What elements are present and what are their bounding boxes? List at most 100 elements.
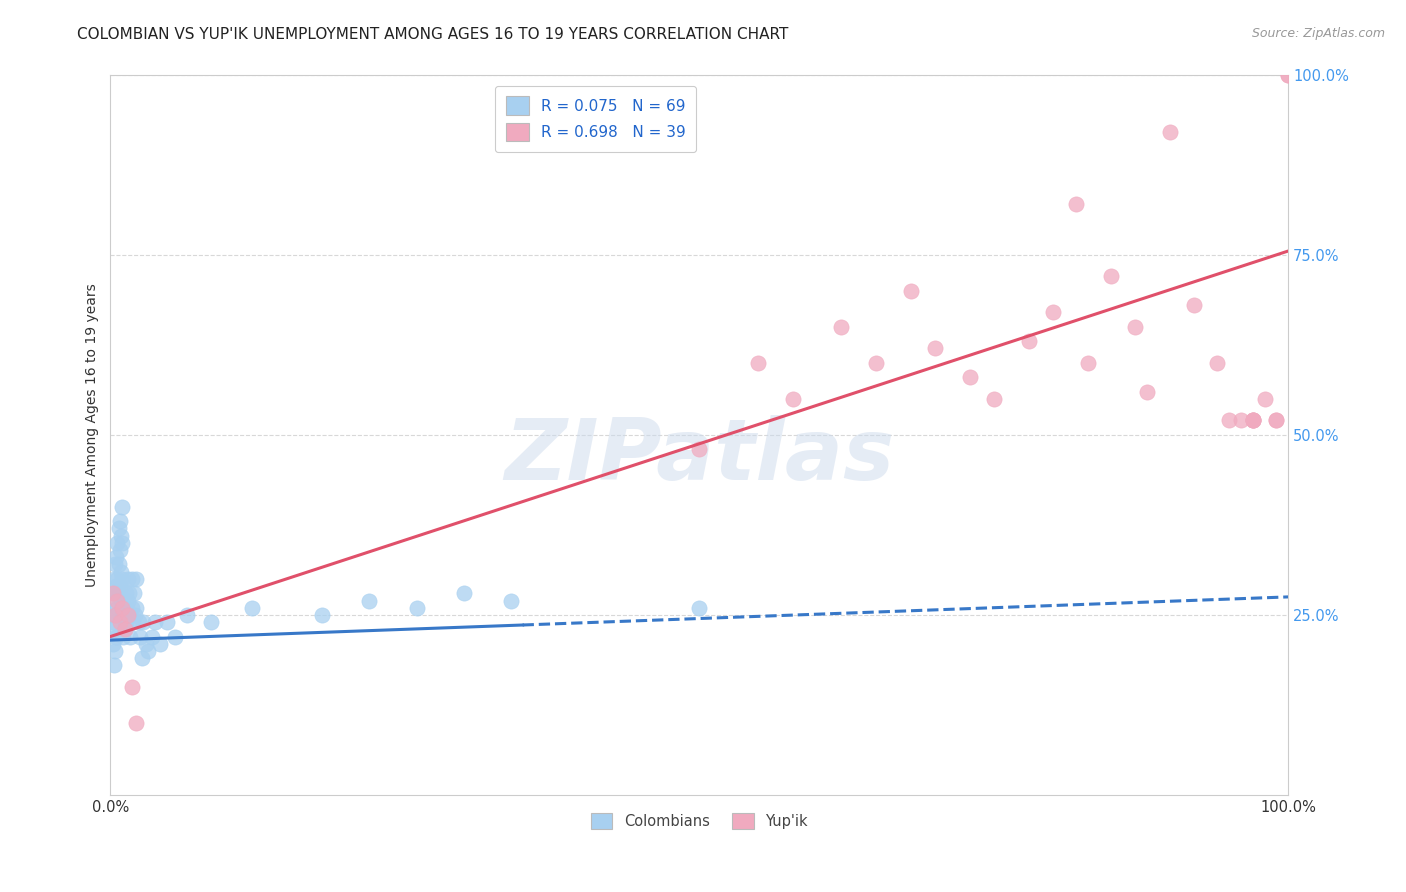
Point <box>108 543 131 558</box>
Point <box>1253 392 1275 406</box>
Point <box>1136 384 1159 399</box>
Point <box>121 572 143 586</box>
Point <box>1230 413 1253 427</box>
Point <box>104 586 127 600</box>
Point <box>405 600 427 615</box>
Point <box>1018 334 1040 348</box>
Point <box>107 521 129 535</box>
Point <box>110 565 132 579</box>
Point <box>1159 125 1181 139</box>
Point <box>104 607 127 622</box>
Point <box>115 600 138 615</box>
Point <box>747 356 769 370</box>
Point <box>176 607 198 622</box>
Point <box>103 572 125 586</box>
Point <box>311 607 333 622</box>
Point <box>865 356 887 370</box>
Point <box>101 637 124 651</box>
Point <box>104 607 127 622</box>
Point <box>125 716 148 731</box>
Point <box>117 572 139 586</box>
Point <box>900 284 922 298</box>
Point <box>111 500 134 514</box>
Point <box>1277 68 1299 82</box>
Point <box>121 680 143 694</box>
Point <box>104 558 127 572</box>
Point <box>103 593 125 607</box>
Point <box>359 593 381 607</box>
Point <box>112 607 135 622</box>
Point <box>120 607 142 622</box>
Point <box>1077 356 1099 370</box>
Point <box>141 630 163 644</box>
Point <box>959 370 981 384</box>
Point <box>124 607 146 622</box>
Point <box>101 586 124 600</box>
Point <box>688 600 710 615</box>
Point <box>1265 413 1288 427</box>
Point <box>1206 356 1229 370</box>
Point <box>105 607 128 622</box>
Point <box>108 514 131 528</box>
Point <box>1099 269 1122 284</box>
Point <box>107 572 129 586</box>
Point <box>135 637 157 651</box>
Point <box>143 615 166 629</box>
Point <box>453 586 475 600</box>
Point <box>830 319 852 334</box>
Point <box>122 586 145 600</box>
Text: ZIPatlas: ZIPatlas <box>505 415 894 498</box>
Point <box>105 630 128 644</box>
Point <box>165 630 187 644</box>
Point <box>114 586 136 600</box>
Point <box>107 586 129 600</box>
Point <box>105 550 128 565</box>
Point <box>111 572 134 586</box>
Point <box>782 392 804 406</box>
Point <box>1265 413 1288 427</box>
Point <box>1241 413 1264 427</box>
Point <box>103 658 125 673</box>
Point <box>121 615 143 629</box>
Point <box>107 558 129 572</box>
Point <box>1241 413 1264 427</box>
Point <box>499 593 522 607</box>
Point <box>121 600 143 615</box>
Point <box>125 572 148 586</box>
Point <box>136 644 159 658</box>
Point <box>156 615 179 629</box>
Point <box>104 644 127 658</box>
Point <box>1277 68 1299 82</box>
Point <box>125 600 148 615</box>
Point <box>101 586 124 600</box>
Point <box>107 593 129 607</box>
Y-axis label: Unemployment Among Ages 16 to 19 years: Unemployment Among Ages 16 to 19 years <box>86 283 100 587</box>
Point <box>1241 413 1264 427</box>
Legend: Colombians, Yup'ik: Colombians, Yup'ik <box>585 807 814 835</box>
Point <box>131 651 153 665</box>
Point <box>114 600 136 615</box>
Point <box>688 442 710 457</box>
Point <box>114 623 136 637</box>
Point <box>983 392 1005 406</box>
Point <box>111 536 134 550</box>
Point <box>117 607 139 622</box>
Text: COLOMBIAN VS YUP'IK UNEMPLOYMENT AMONG AGES 16 TO 19 YEARS CORRELATION CHART: COLOMBIAN VS YUP'IK UNEMPLOYMENT AMONG A… <box>77 27 789 42</box>
Point <box>149 637 172 651</box>
Point <box>108 579 131 593</box>
Point <box>132 615 155 629</box>
Point <box>107 536 129 550</box>
Point <box>108 615 131 629</box>
Point <box>117 593 139 607</box>
Point <box>240 600 263 615</box>
Point <box>110 593 132 607</box>
Point <box>118 586 141 600</box>
Point <box>1064 197 1087 211</box>
Point <box>1218 413 1240 427</box>
Point <box>1241 413 1264 427</box>
Point <box>112 630 135 644</box>
Point <box>128 615 150 629</box>
Point <box>101 615 124 629</box>
Point <box>924 341 946 355</box>
Point <box>120 630 142 644</box>
